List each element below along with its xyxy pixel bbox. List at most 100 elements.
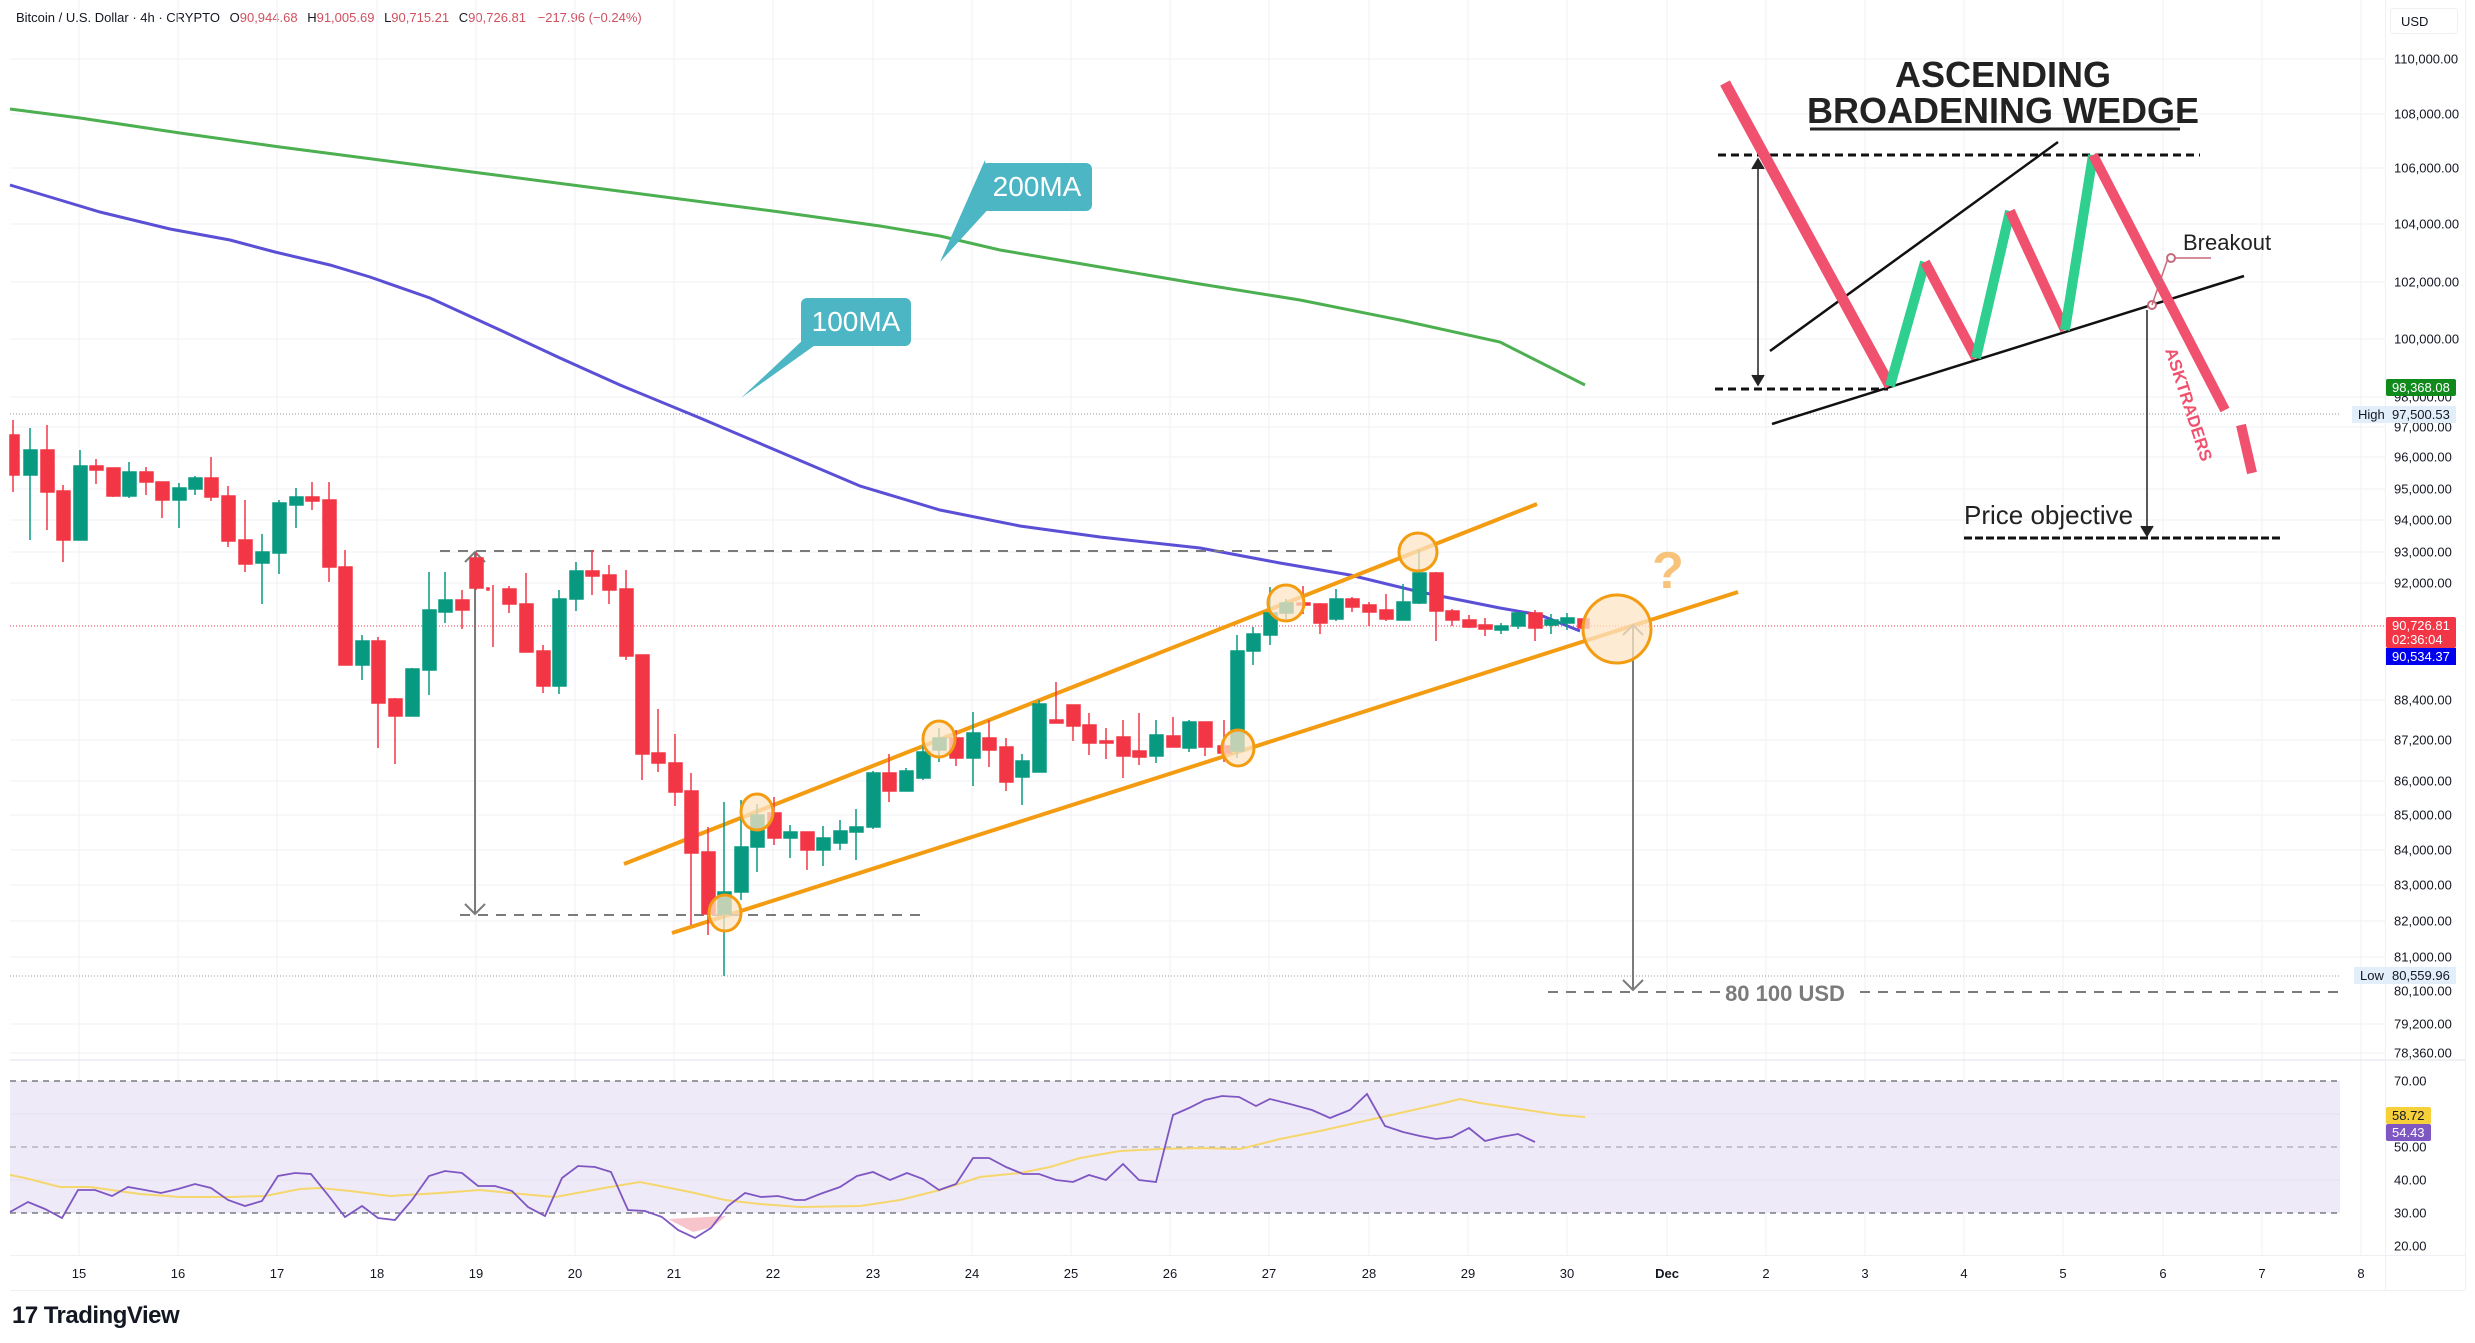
rsi-ma-tag: 58.72 [2386,1107,2431,1124]
price-tick: 110,000.00 [2394,51,2459,67]
date-tick: 28 [1361,1266,1377,1281]
price-axis-border [2385,0,2386,1290]
date-tick: 2 [1762,1266,1770,1281]
price-tick: 97,000.00 [2394,419,2452,435]
price-tick: 87,200.00 [2394,732,2452,748]
price-tick: 106,000.00 [2394,160,2460,176]
price-tick: 82,000.00 [2394,913,2452,929]
high-label: H [307,10,317,25]
breakout-label: Breakout [2183,230,2271,255]
price-tick: 108,000.00 [2394,106,2460,122]
low-value: 90,715.21 [391,10,450,25]
date-tick: 17 [269,1266,285,1281]
date-tick-month: Dec [1655,1266,1679,1281]
ma200-line [9,107,1586,387]
open-label: O [229,10,240,25]
price-tick: 92,000.00 [2394,575,2452,591]
high-value: 91,005.69 [316,10,375,25]
date-tick: 29 [1460,1266,1476,1281]
target-label: 80 100 USD [1725,981,1845,1006]
asktraders-watermark: ASKTRADERS [2161,345,2216,463]
wedge-illustration: ASCENDING BROADENING WEDGE ASKTRADERS Br… [1715,54,2282,540]
date-tick: 30 [1559,1266,1575,1281]
date-tick: 15 [71,1266,87,1281]
rsi-pane [9,1080,2340,1240]
svg-text:BROADENING WEDGE: BROADENING WEDGE [1807,90,2199,131]
channel-lower [671,590,1739,935]
rsi-line [9,1092,1536,1240]
price-tick: 88,400.00 [2394,692,2452,708]
rsi-tick: 70.00 [2394,1073,2427,1089]
low-label: L [384,10,392,25]
date-tick: 24 [964,1266,980,1281]
ma100-line [9,183,1581,633]
symbol-title[interactable]: Bitcoin / U.S. Dollar · 4h · CRYPTO [16,10,220,25]
high-label-tag: High [2352,406,2391,423]
open-value: 90,944.68 [239,10,298,25]
touch-circles [707,531,1653,933]
svg-text:100MA: 100MA [812,306,901,337]
currency-button[interactable]: USD [2390,8,2458,34]
price-tick: 78,360.00 [2394,1045,2452,1061]
close-label: C [458,10,469,25]
rsi-tick: 30.00 [2394,1205,2427,1221]
question-mark: ? [1652,542,1684,600]
price-tick: 86,000.00 [2394,773,2452,789]
price-tick: 100,000.00 [2394,331,2460,347]
date-tick: 25 [1063,1266,1079,1281]
rsi-tick: 20.00 [2394,1238,2427,1254]
date-tick: 18 [369,1266,385,1281]
ma200-callout[interactable]: 200MA [940,160,1092,262]
svg-text:200MA: 200MA [993,171,1082,202]
channel-upper [623,502,1538,866]
right-edge [2465,0,2466,1290]
price-tick: 102,000.00 [2394,274,2460,290]
price-tick: 80,100.00 [2394,983,2452,999]
high-value-tag: 97,500.53 [2386,406,2456,423]
price-objective-label: Price objective [1964,500,2133,530]
price-tick: 84,000.00 [2394,842,2452,858]
ma100-price-tag: 90,534.37 [2386,648,2456,665]
rsi-tick: 40.00 [2394,1172,2427,1188]
date-tick: 3 [1861,1266,1869,1281]
time-axis-bottom [10,1290,2465,1291]
date-tick: 26 [1162,1266,1178,1281]
price-tick: 85,000.00 [2394,807,2452,823]
price-tick: 93,000.00 [2394,544,2452,560]
tradingview-logo-text: TradingView [43,1302,180,1329]
tradingview-logo-icon: 17 [12,1302,38,1329]
price-tick: 83,000.00 [2394,877,2452,893]
change-value: −217.96 (−0.24%) [537,10,642,25]
price-tick: 96,000.00 [2394,449,2452,465]
date-tick: 5 [2059,1266,2067,1281]
date-tick: 22 [765,1266,781,1281]
date-tick: 23 [865,1266,881,1281]
date-tick: 8 [2357,1266,2365,1281]
low-label-tag: Low [2354,967,2390,984]
grid-horizontal [10,58,2385,1054]
price-tick: 81,000.00 [2394,949,2452,965]
date-tick: 20 [567,1266,583,1281]
date-tick: 16 [170,1266,186,1281]
close-value: 90,726.81 [468,10,526,25]
bar-countdown: 02:36:04 [2392,632,2443,647]
price-tick: 95,000.00 [2394,481,2452,497]
rsi-tick: 50.00 [2394,1139,2427,1155]
svg-text:ASCENDING: ASCENDING [1895,54,2111,95]
ma100-callout[interactable]: 100MA [741,298,911,398]
date-tick: 4 [1960,1266,1968,1281]
tradingview-logo[interactable]: 17 TradingView [12,1302,180,1330]
price-tick: 104,000.00 [2394,216,2460,232]
rsi-value-tag: 54.43 [2386,1124,2431,1141]
date-tick: 21 [666,1266,682,1281]
symbol-header: Bitcoin / U.S. Dollar · 4h · CRYPTO O90,… [16,10,642,34]
price-tick: 94,000.00 [2394,512,2452,528]
last-price-value: 90,726.81 [2392,618,2450,633]
date-tick: 6 [2159,1266,2167,1281]
rsi-oversold-fill [668,1216,726,1232]
date-tick: 7 [2258,1266,2266,1281]
last-price-tag: 90,726.81 02:36:04 [2386,617,2456,648]
time-axis-border [10,1255,2465,1256]
date-tick: 27 [1261,1266,1277,1281]
